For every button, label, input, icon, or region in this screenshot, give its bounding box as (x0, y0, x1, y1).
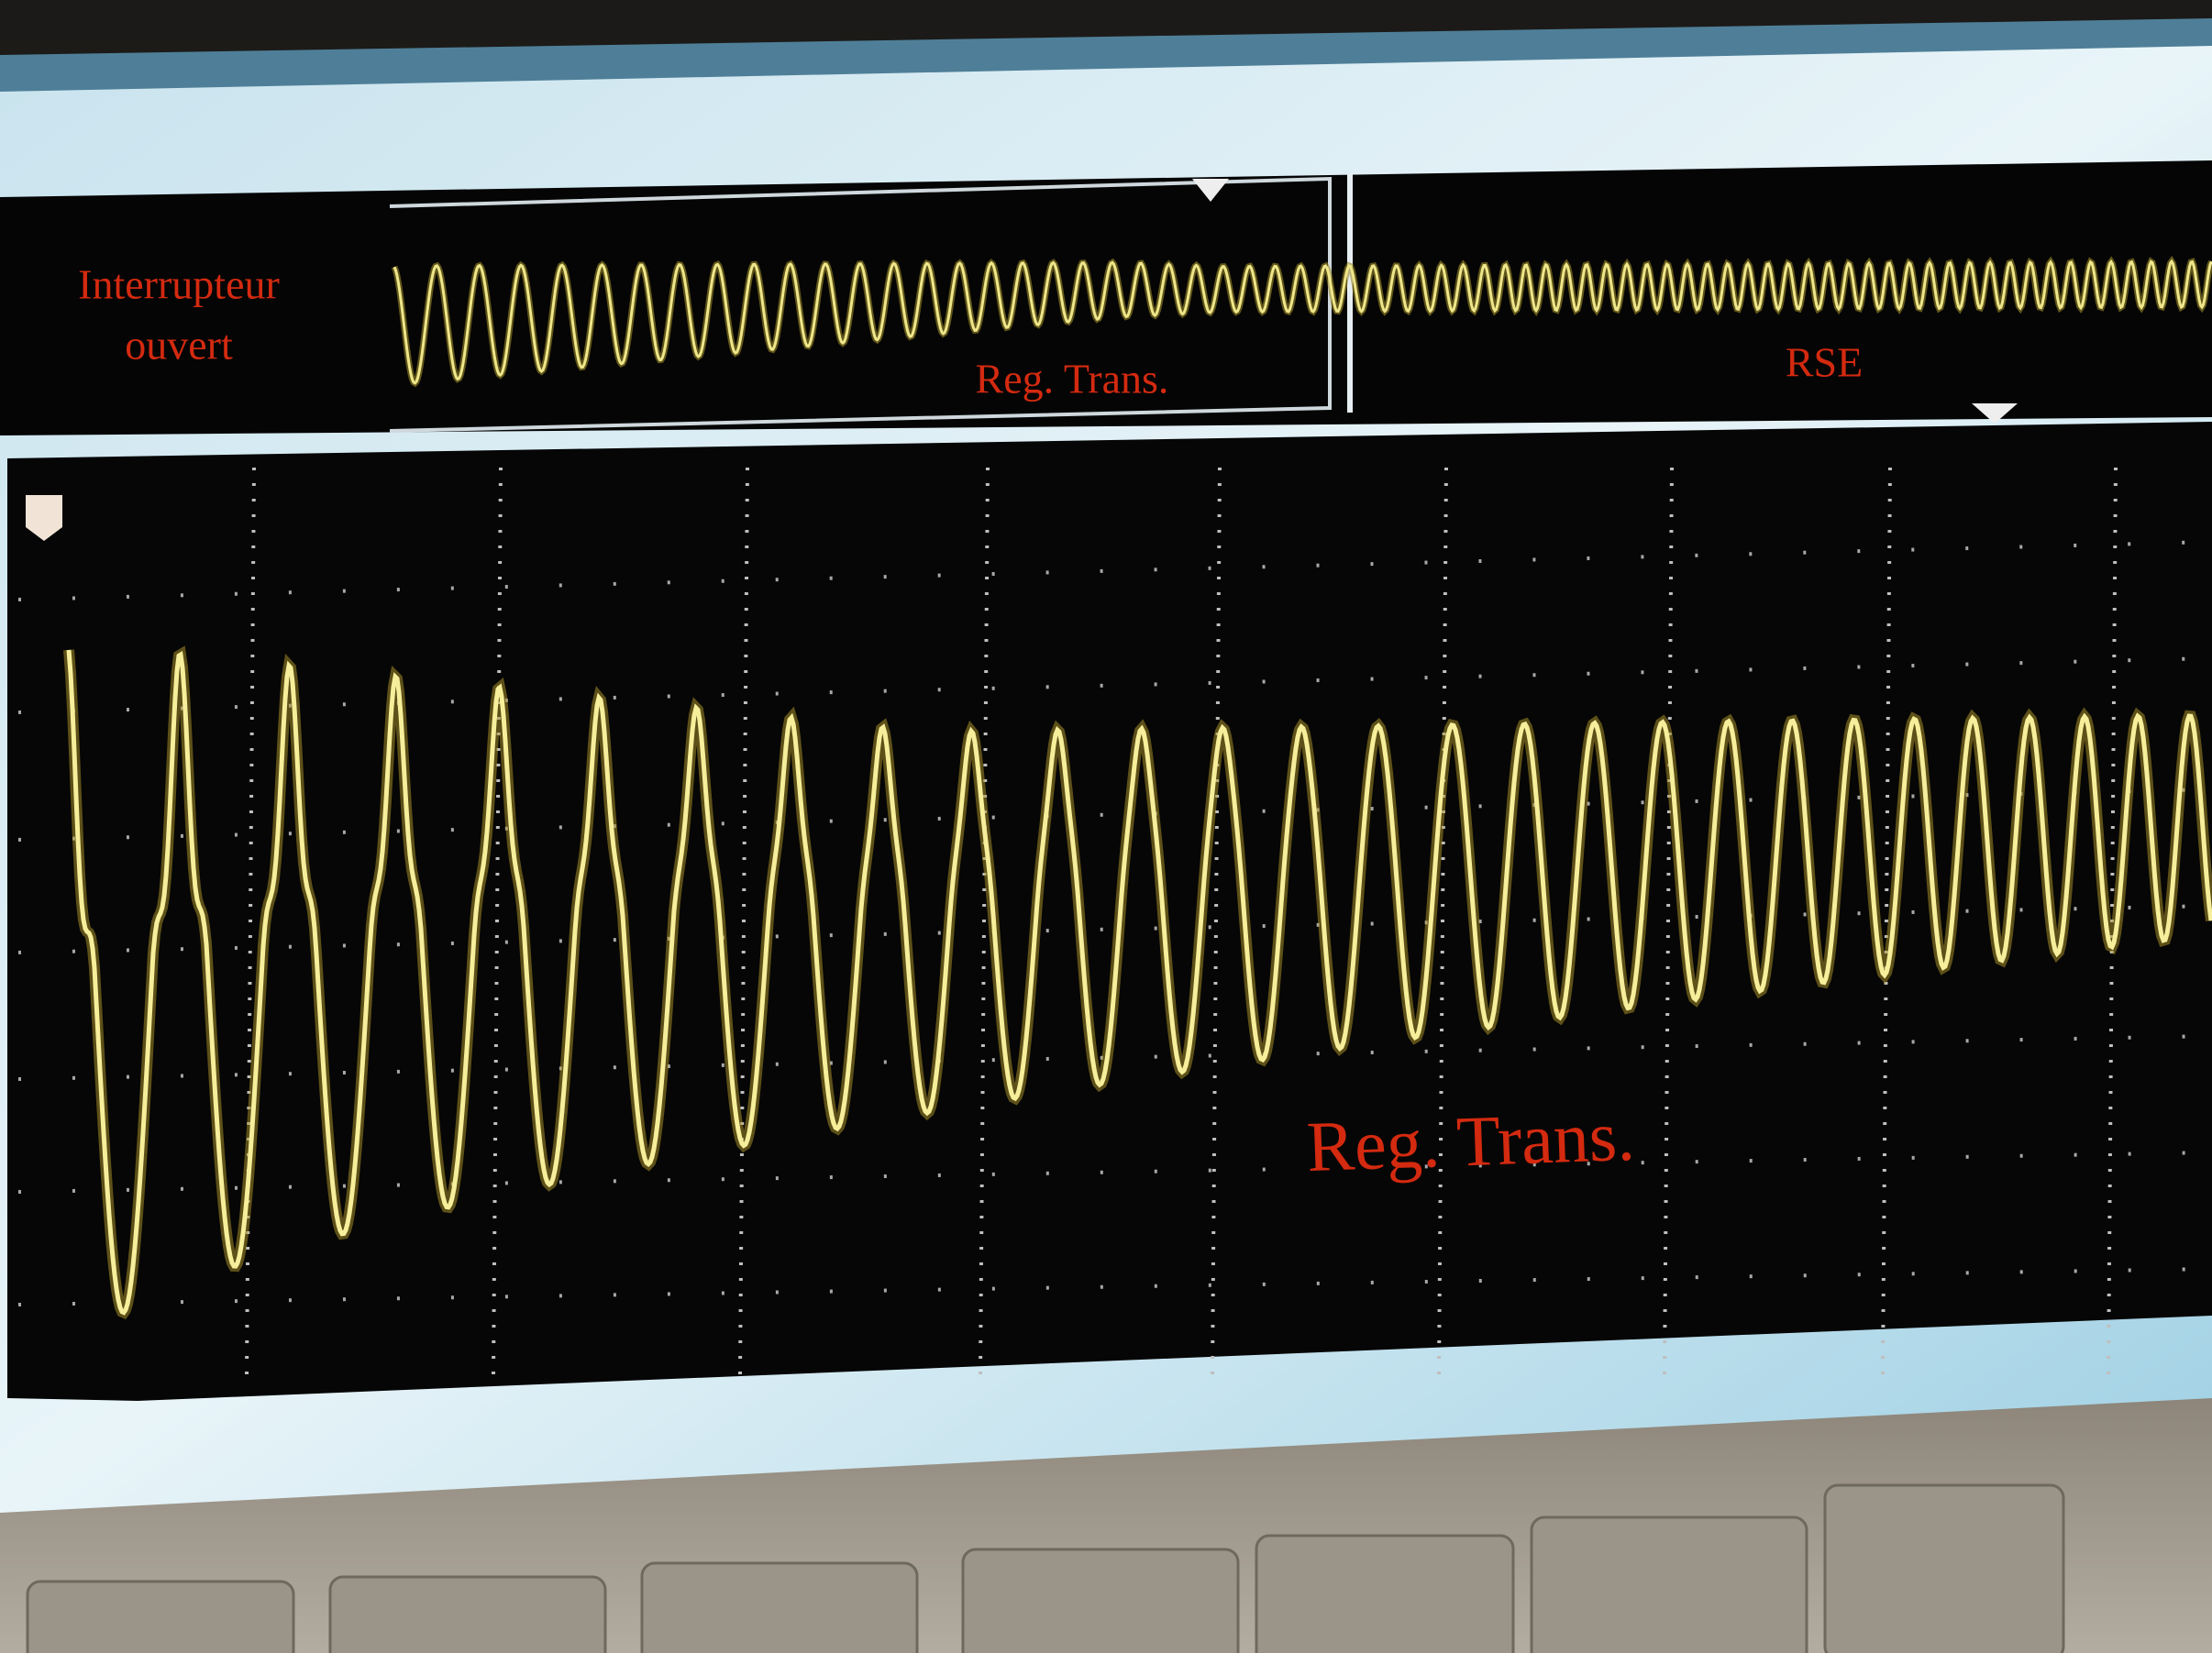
oscilloscope-photo: Interrupteur ouvert Reg. Trans. RSE Reg.… (0, 0, 2212, 1653)
annotation: RSE (1786, 339, 1863, 386)
annotation: ouvert (125, 322, 233, 369)
annotation: Reg. Trans. (976, 356, 1169, 402)
main-panel (7, 422, 2212, 1401)
annotation: Interrupteur (78, 261, 280, 308)
page: Interrupteur ouvert Reg. Trans. RSE Reg.… (0, 0, 2212, 1653)
annotation: Reg. Trans. (1305, 1096, 1635, 1186)
